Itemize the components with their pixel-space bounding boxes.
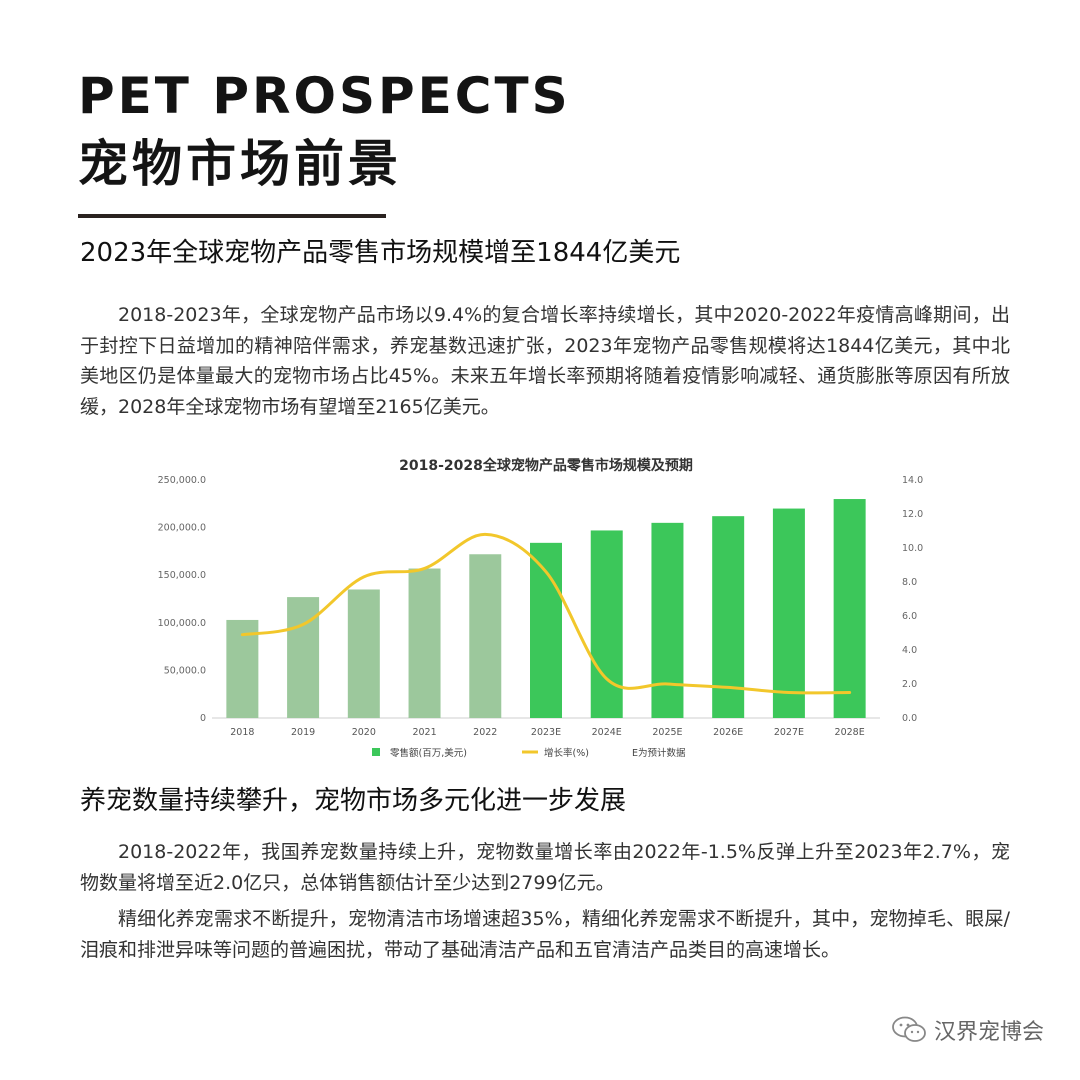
y-left-tick-label: 150,000.0 (158, 570, 206, 581)
section2-heading: 养宠数量持续攀升，宠物市场多元化进一步发展 (80, 786, 627, 816)
bar (772, 508, 805, 718)
title-chinese: 宠物市场前景 (78, 135, 402, 193)
x-tick-label: 2026E (713, 727, 743, 738)
legend-swatch-sales (372, 748, 380, 756)
y-left-tick-label: 50,000.0 (164, 665, 206, 676)
y-left-tick-label: 0 (200, 713, 206, 724)
x-tick-label: 2020 (352, 727, 376, 738)
market-chart-svg: 2018-2028全球宠物产品零售市场规模及预期 0 50,000.0 100,000… (158, 457, 924, 759)
section2-paragraph-1: 2018-2022年，我国养宠数量持续上升，宠物数量增长率由2022年-1.5%… (80, 841, 1010, 894)
legend-label: 零售额(百万,美元) (390, 747, 467, 759)
y-right-tick-label: 12.0 (902, 509, 923, 520)
x-tick-label: 2028E (835, 727, 865, 738)
y-left-tick-label: 250,000.0 (158, 475, 206, 486)
x-tick-label: 2024E (592, 727, 622, 738)
x-tick-label: 2018 (230, 727, 254, 738)
y-right-tick-label: 4.0 (902, 645, 917, 656)
section2-paragraph-2: 精细化养宠需求不断提升，宠物清洁市场增速超35%，精细化养宠需求不断提升，其中，… (80, 908, 1010, 961)
y-left-tick-label: 100,000.0 (158, 618, 206, 629)
x-tick-label: 2021 (412, 727, 436, 738)
x-tick-label: 2027E (774, 727, 804, 738)
bar (408, 568, 441, 718)
x-tick-label: 2023E (531, 727, 561, 738)
x-tick-label: 2022 (473, 727, 497, 738)
y-right-tick-label: 2.0 (902, 679, 917, 690)
watermark-text: 汉界宠博会 (933, 1020, 1044, 1045)
bar (833, 499, 866, 718)
title-english: PET PROSPECTS (78, 67, 571, 125)
legend-note: E为预计数据 (632, 747, 686, 759)
legend-label: 增长率(%) (544, 747, 589, 759)
section1-heading: 2023年全球宠物产品零售市场规模增至1844亿美元 (80, 238, 681, 268)
bar (590, 530, 623, 718)
chart-title: 2018-2028全球宠物产品零售市场规模及预期 (399, 457, 693, 474)
y-right-tick-label: 8.0 (902, 577, 917, 588)
wechat-icon (892, 1016, 926, 1042)
watermark: 汉界宠博会 (892, 1014, 1044, 1046)
x-tick-label: 2025E (652, 727, 682, 738)
bar (347, 589, 380, 718)
y-left-tick-label: 200,000.0 (158, 523, 206, 534)
y-right-tick-label: 14.0 (902, 475, 923, 486)
y-right-tick-label: 10.0 (902, 543, 923, 554)
bar (651, 522, 684, 718)
bar (530, 542, 562, 718)
bar (712, 516, 745, 718)
growth-line (240, 532, 852, 695)
title-divider (78, 214, 386, 218)
bar (287, 597, 320, 718)
market-chart: 2018-2028全球宠物产品零售市场规模及预期 0 50,000.0 100,000… (140, 452, 940, 772)
y-right-tick-label: 0.0 (902, 713, 917, 724)
x-tick-label: 2019 (291, 727, 315, 738)
bar (469, 554, 502, 718)
y-right-tick-label: 6.0 (902, 611, 917, 622)
bar (226, 619, 259, 718)
section1-paragraph: 2018-2023年，全球宠物产品市场以9.4%的复合增长率持续增长，其中202… (80, 304, 1010, 418)
